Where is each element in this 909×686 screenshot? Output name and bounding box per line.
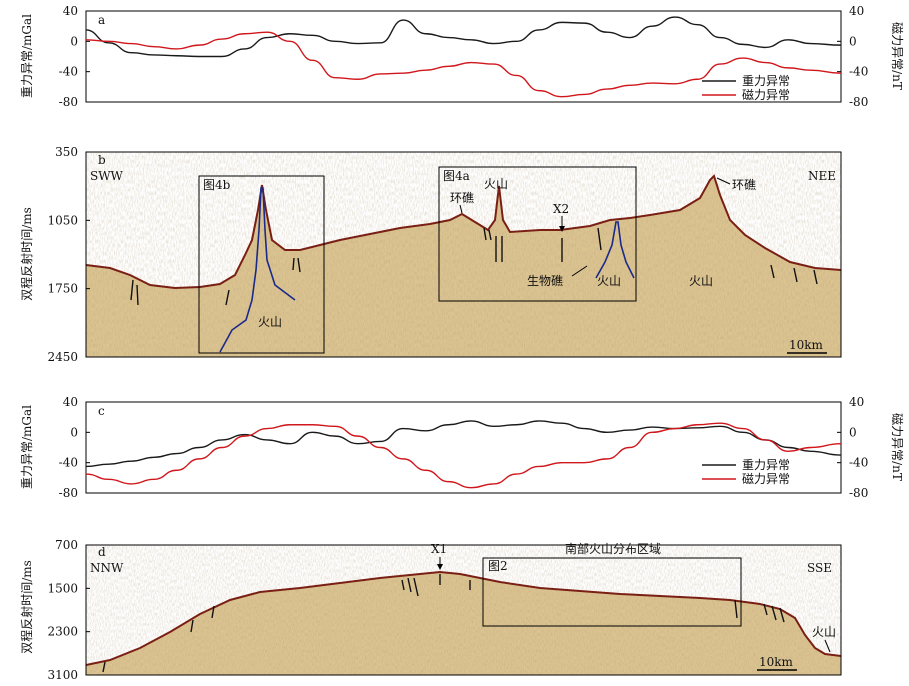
arrow-x2-head xyxy=(559,226,565,232)
ytick-label-right-a-3: -80 xyxy=(849,95,868,109)
label-region: 南部火山分布区域 xyxy=(565,541,661,556)
ytick-label-right-c-3: -80 xyxy=(849,486,868,500)
series-a-gravity xyxy=(85,16,842,58)
ytick-label-b-1: 1050 xyxy=(47,213,78,227)
legend-magnetic-label: 磁力异常 xyxy=(742,87,790,102)
label-nee: NEE xyxy=(808,169,836,183)
label-reef-1: 环礁 xyxy=(450,190,474,205)
legend-magnetic-label-c: 磁力异常 xyxy=(742,471,790,486)
arrow-volcano-d xyxy=(824,639,831,653)
panel-b-volcano-outline xyxy=(219,187,296,353)
label-reef-2: 环礁 xyxy=(732,177,756,192)
label-volcano-right: 火山 xyxy=(689,274,713,288)
ytick-label-right-c-0: 40 xyxy=(849,395,864,409)
panel-b-yticks: 350 1050 1750 2450 xyxy=(47,145,90,364)
ytick-label-b-0: 350 xyxy=(55,145,78,159)
ytick-label-left-c-2: -40 xyxy=(59,456,78,470)
label-bio-reef: 生物礁 xyxy=(527,273,563,288)
arrow-bio-reef xyxy=(571,265,588,277)
label-volcano-box: 火山 xyxy=(258,315,282,329)
box-fig2-label: 图2 xyxy=(488,559,508,573)
legend-gravity-label: 重力异常 xyxy=(742,74,790,88)
ytick-label-left-c-1: 0 xyxy=(70,425,78,439)
panel-d-frame xyxy=(85,544,842,676)
ytick-label-right-a-2: -40 xyxy=(849,65,868,79)
panel-d-yticks: 700 1500 2300 3100 xyxy=(47,538,90,682)
panel-b-seismic xyxy=(86,152,841,357)
panel-c-yticks-left: 40 0 -40 -80 xyxy=(59,395,90,500)
panel-b-ylabel: 双程反射时间/ms xyxy=(19,207,34,301)
box-fig4b-label: 图4b xyxy=(203,178,231,192)
ytick-label-left-a-1: 0 xyxy=(70,34,78,48)
panel-a-letter: a xyxy=(98,13,105,27)
box-fig4b xyxy=(198,175,325,354)
panel-c-ylabel-left: 重力异常/mGal xyxy=(20,405,34,489)
panel-c-ylabel-right: 磁力异常/nT xyxy=(890,413,905,481)
panel-a-series xyxy=(85,16,842,98)
panel-b-volcano-outline-2 xyxy=(595,221,635,279)
ytick-label-d-1: 1500 xyxy=(47,581,78,595)
panel-d: 700 1500 2300 3100 双程反射时间/ms d NNW SSE X1 南… xyxy=(19,538,842,682)
panel-a-legend: 重力异常 磁力异常 xyxy=(702,74,790,102)
panel-b-faults xyxy=(130,227,818,306)
panel-d-letter: d xyxy=(98,545,106,559)
box-fig4a-label: 图4a xyxy=(443,169,470,183)
ytick-label-left-c-0: 40 xyxy=(63,395,78,409)
panel-c-legend: 重力异常 磁力异常 xyxy=(702,458,790,486)
series-a-magnetic xyxy=(85,31,842,98)
panel-d-seismic xyxy=(86,545,841,675)
ytick-label-right-c-2: -40 xyxy=(849,456,868,470)
panel-a-yticks-left: 40 0 -40 -80 xyxy=(59,4,90,109)
panel-b-seafloor-line xyxy=(86,174,841,290)
label-x2: X2 xyxy=(553,202,569,216)
scalebar-d-label: 10km xyxy=(759,655,794,669)
ytick-label-d-3: 3100 xyxy=(47,668,78,682)
panel-d-ylabel: 双程反射时间/ms xyxy=(19,560,34,654)
ytick-label-b-3: 2450 xyxy=(47,350,78,364)
arrow-reef-2 xyxy=(716,177,731,185)
legend-gravity-label-c: 重力异常 xyxy=(742,458,790,472)
label-sse: SSE xyxy=(807,561,832,575)
panel-c-frame xyxy=(85,401,842,494)
panel-c-series xyxy=(85,420,842,489)
scalebar-b-label: 10km xyxy=(789,338,824,352)
ytick-label-right-a-1: 0 xyxy=(849,34,857,48)
panel-a-ylabel-left: 重力异常/mGal xyxy=(20,14,34,98)
ytick-label-d-0: 700 xyxy=(55,538,78,552)
panel-a: a 400-40-80 400-40-80 重力异常/mGal 磁力异常/nT … xyxy=(20,4,905,109)
ytick-label-right-c-1: 0 xyxy=(849,425,857,439)
ytick-label-left-a-0: 40 xyxy=(63,4,78,18)
label-volcano-mid: 火山 xyxy=(597,274,621,288)
series-c-gravity xyxy=(85,420,842,468)
panel-d-seafloor-line xyxy=(86,570,841,666)
panel-c-yticks-right: 40 0 -40 -80 xyxy=(837,395,868,500)
series-c-magnetic xyxy=(85,422,842,489)
panel-b-frame xyxy=(85,151,842,358)
arrow-x1-head xyxy=(437,564,443,570)
panel-c-letter: c xyxy=(98,404,105,418)
ytick-label-left-a-3: -80 xyxy=(59,95,78,109)
ytick-label-d-2: 2300 xyxy=(47,625,78,639)
box-fig2 xyxy=(482,557,742,627)
ytick-label-left-a-2: -40 xyxy=(59,65,78,79)
panel-b-letter: b xyxy=(98,153,106,167)
label-sww: SWW xyxy=(90,169,124,183)
arrow-reef-1 xyxy=(459,204,463,214)
label-volcano-top: 火山 xyxy=(484,177,508,191)
panel-a-ylabel-right: 磁力异常/nT xyxy=(890,22,905,90)
box-fig4a xyxy=(438,166,637,302)
label-nnw: NNW xyxy=(90,561,124,575)
ytick-label-right-a-0: 40 xyxy=(849,4,864,18)
panel-a-yticks-right: 40 0 -40 -80 xyxy=(837,4,868,109)
panel-d-faults xyxy=(102,574,785,673)
label-x1: X1 xyxy=(431,542,447,556)
ytick-label-left-c-3: -80 xyxy=(59,486,78,500)
ytick-label-b-2: 1750 xyxy=(47,282,78,296)
label-volcano-d: 火山 xyxy=(812,625,836,639)
panel-c: c 400-40-80 400-40-80 重力异常/mGal 磁力异常/nT … xyxy=(20,395,905,500)
panel-a-frame xyxy=(85,10,842,103)
